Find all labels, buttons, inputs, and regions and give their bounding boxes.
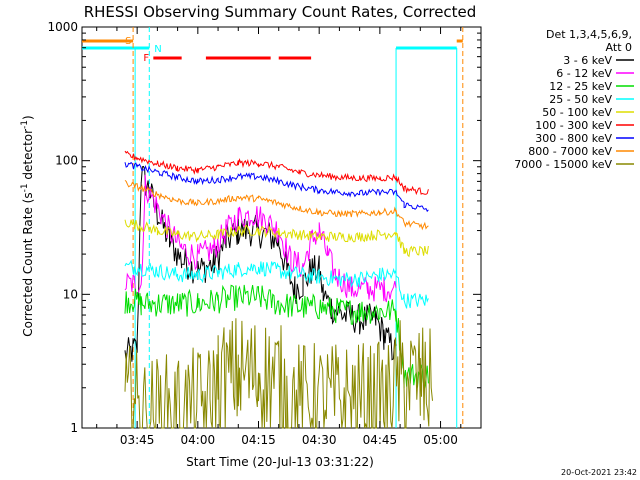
flare-label: F: [143, 53, 149, 64]
series-line-3: [124, 259, 429, 309]
generation-timestamp: 20-Oct-2021 23:42: [561, 468, 637, 477]
legend-label-3: 25 - 50 keV: [549, 93, 612, 106]
saa-label: S: [125, 36, 131, 47]
series-line-8: [124, 318, 433, 429]
series-layer: [124, 150, 433, 429]
series-line-2: [124, 284, 429, 389]
y-tick-label-2: 100: [55, 154, 78, 168]
plot-area: S NF 03:45 04:00 04:15 04:30 04:45 05:00 1 10 100…: [47, 20, 482, 447]
y-axis-label-sup2: -1: [20, 120, 30, 129]
y-axis-label-sup1: -1: [20, 183, 30, 192]
y-tick-label-3: 1000: [47, 20, 78, 34]
series-line-5: [124, 150, 429, 196]
series-line-7: [124, 180, 429, 231]
plot-frame: [81, 26, 482, 429]
x-tick-label-1: 04:00: [181, 433, 216, 447]
legend-detectors-line1: Det 1,3,4,5,6,9,: [546, 28, 632, 41]
x-tick-label-2: 04:15: [241, 433, 276, 447]
series-line-4: [124, 219, 429, 258]
x-tick-label-0: 03:45: [120, 433, 155, 447]
series-line-0: [124, 165, 397, 362]
legend-label-0: 3 - 6 keV: [563, 54, 612, 67]
series-line-1: [124, 174, 397, 303]
legend-label-8: 7000 - 15000 keV: [514, 158, 612, 171]
x-axis-label: Start Time (20-Jul-13 03:31:22): [186, 455, 374, 469]
observing-markers: S NF: [82, 27, 464, 428]
legend-label-7: 800 - 7000 keV: [528, 145, 612, 158]
y-axis-label-main: Corrected Count Rate (s: [21, 192, 35, 336]
ticks-layer: 03:45 04:00 04:15 04:30 04:45 05:00 1 10 100 1000: [47, 20, 482, 447]
y-tick-label-1: 10: [63, 287, 78, 301]
legend-label-4: 50 - 100 keV: [542, 106, 612, 119]
chart-title: RHESSI Observing Summary Count Rates, Co…: [84, 3, 477, 21]
y-tick-label-0: 1: [70, 421, 78, 435]
y-axis-label-mid: detector: [21, 129, 35, 184]
x-tick-label-4: 04:45: [363, 433, 398, 447]
legend-label-6: 300 - 800 keV: [535, 132, 612, 145]
legend-label-2: 12 - 25 keV: [549, 80, 612, 93]
legend-detectors-line2: Att 0: [606, 41, 632, 54]
x-tick-label-5: 05:00: [423, 433, 458, 447]
legend-label-1: 6 - 12 keV: [556, 67, 612, 80]
legend-label-5: 100 - 300 keV: [535, 119, 612, 132]
series-line-6: [124, 161, 429, 213]
night-label: N: [154, 44, 161, 55]
y-axis-label: Corrected Count Rate (s-1 detector-1): [20, 115, 35, 336]
x-tick-label-3: 04:30: [302, 433, 337, 447]
y-axis-label-end: ): [21, 115, 35, 120]
